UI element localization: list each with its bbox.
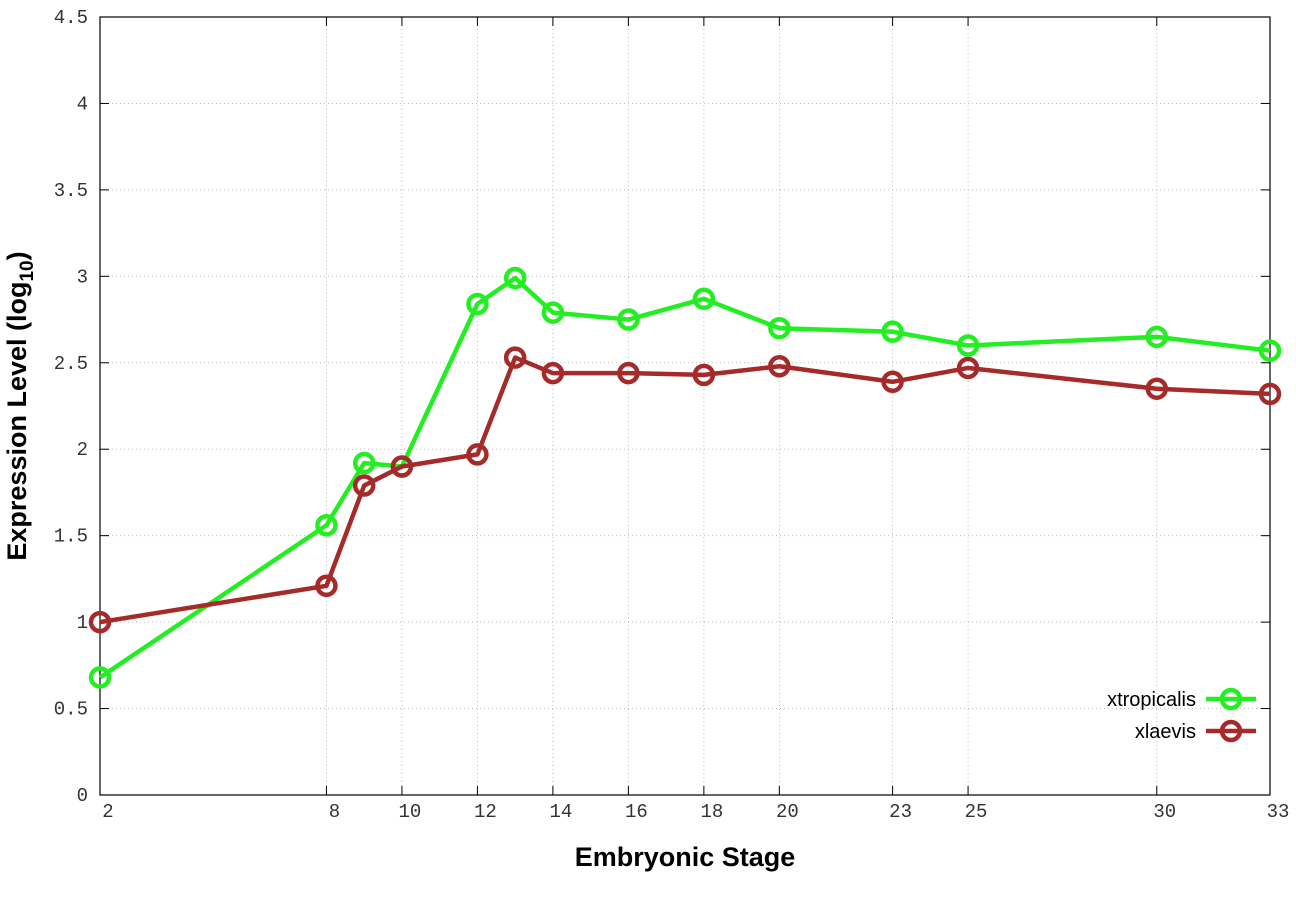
data-point (956, 356, 980, 380)
legend-marker (1219, 687, 1243, 711)
data-point (692, 287, 716, 311)
data-point (1258, 382, 1282, 406)
data-point (503, 346, 527, 369)
data-point (466, 443, 489, 466)
data-point (956, 334, 980, 357)
x-tick-label: 8 (329, 801, 340, 823)
x-tick-label: 18 (700, 801, 723, 823)
x-tick-label: 25 (965, 801, 988, 823)
data-point (881, 320, 904, 343)
y-tick-label: 0 (77, 785, 88, 807)
y-tick-label: 2 (77, 439, 88, 461)
y-tick-label: 1 (77, 612, 88, 634)
x-tick-label: 14 (549, 801, 572, 823)
data-point (768, 316, 791, 340)
series-line (98, 275, 1271, 680)
legend-marker (1219, 719, 1243, 743)
data-point (466, 292, 489, 316)
data-point (88, 666, 112, 689)
y-tick-label: 4.5 (54, 7, 88, 29)
x-tick-label: 2 (102, 801, 113, 823)
legend-label: xlaevis (1135, 721, 1196, 743)
y-tick-label: 4 (77, 93, 88, 115)
data-point (541, 301, 565, 324)
y-axis-title-sub: 10 (17, 260, 38, 281)
y-axis-title: Expression Level (log10) (2, 251, 38, 560)
y-tick-label: 1.5 (54, 526, 88, 548)
data-point (1258, 339, 1282, 362)
x-tick-label: 16 (625, 801, 648, 823)
x-tick-label: 23 (889, 801, 912, 823)
data-point (768, 354, 791, 378)
data-point (352, 474, 376, 497)
data-point (390, 455, 414, 478)
x-tick-label: 30 (1153, 801, 1176, 823)
x-tick-label: 12 (474, 801, 497, 823)
y-tick-label: 0.5 (54, 699, 88, 721)
data-point (1145, 377, 1169, 400)
x-tick-label: 33 (1267, 801, 1290, 823)
series-line (99, 355, 1271, 625)
data-point (881, 370, 904, 394)
x-tick-label: 10 (399, 801, 422, 823)
y-axis-title-end: ) (2, 251, 32, 260)
y-tick-label: 3 (77, 266, 88, 288)
y-tick-label: 3.5 (54, 180, 88, 202)
data-point (352, 451, 376, 475)
data-point (315, 574, 338, 598)
y-axis-title-main: Expression Level (log (2, 282, 32, 561)
x-tick-label: 20 (776, 801, 799, 823)
data-point (541, 361, 565, 385)
data-point (617, 308, 640, 331)
x-axis-title: Embryonic Stage (575, 842, 796, 872)
data-point (315, 514, 338, 537)
data-point (88, 610, 112, 634)
legend-label: xtropicalis (1107, 689, 1196, 711)
data-point (617, 361, 640, 385)
y-tick-label: 2.5 (54, 353, 88, 375)
data-point (503, 266, 527, 290)
data-point (1145, 325, 1169, 349)
data-point (692, 363, 716, 387)
plot-frame (99, 16, 1271, 796)
